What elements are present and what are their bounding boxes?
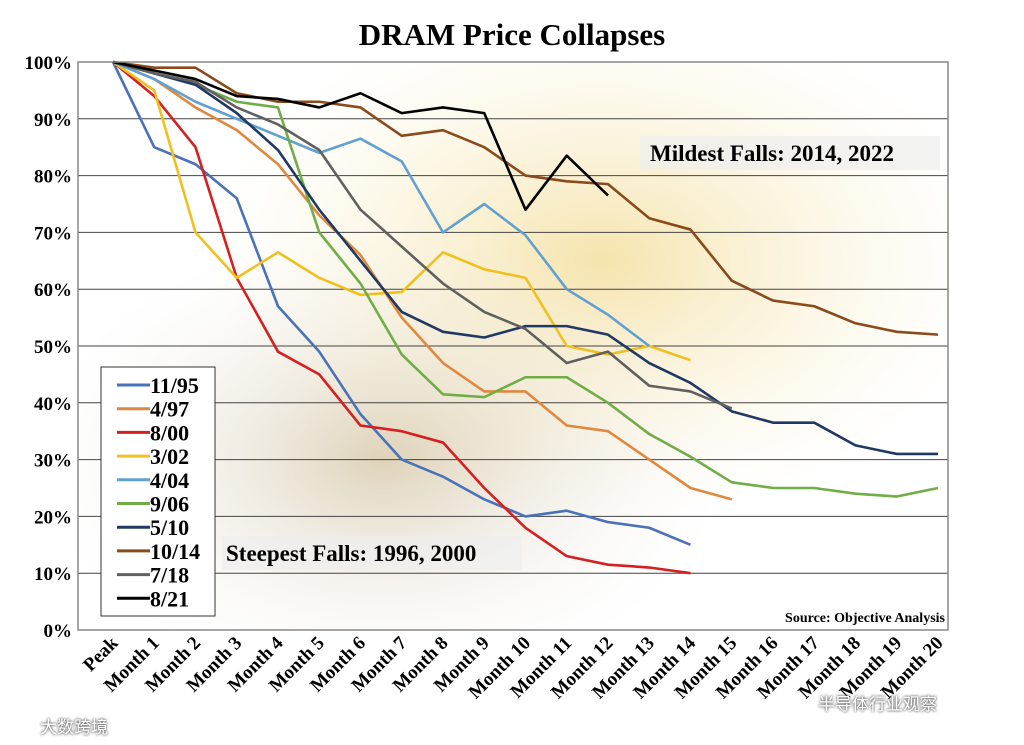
source-annotation: Source: Objective Analysis [785, 611, 946, 626]
y-tick-label: 70% [34, 223, 72, 244]
watermark-left: 大数跨境 [40, 718, 108, 738]
series-line-11-95 [111, 61, 691, 547]
chart-title: DRAM Price Collapses [359, 17, 666, 52]
y-tick-label: 50% [34, 337, 72, 358]
steepest-falls-annotation: Steepest Falls: 1996, 2000 [226, 541, 476, 566]
legend-label: 5/10 [150, 515, 189, 540]
legend-label: 4/97 [150, 397, 189, 422]
legend-label: 4/04 [150, 468, 189, 493]
legend-label: 11/95 [150, 373, 199, 398]
legend-label: 7/18 [150, 563, 189, 588]
series-line-3-02 [112, 60, 691, 362]
y-tick-label: 80% [34, 167, 72, 188]
legend-label: 8/21 [150, 586, 189, 611]
legend-label: 3/02 [150, 444, 189, 469]
mildest-falls-annotation: Mildest Falls: 2014, 2022 [650, 141, 894, 166]
y-tick-label: 0% [44, 621, 73, 642]
y-tick-label: 20% [34, 507, 72, 528]
y-tick-label: 60% [34, 280, 72, 301]
series-line-4-97 [112, 60, 733, 501]
watermark-right: 半导体行业观察 [818, 695, 937, 715]
series-line-5-10 [112, 60, 938, 456]
y-tick-label: 40% [34, 394, 72, 415]
series-line-4-04 [112, 60, 651, 348]
y-tick-label: 100% [25, 53, 73, 74]
series-line-8-00 [112, 60, 691, 575]
steepest-label-box [222, 536, 522, 570]
y-tick-label: 10% [34, 564, 72, 585]
y-tick-label: 30% [34, 451, 72, 472]
plot-border [77, 61, 949, 631]
series-line-8-21 [112, 60, 609, 211]
y-tick-label: 90% [34, 110, 72, 131]
legend-label: 10/14 [150, 539, 200, 564]
legend-label: 9/06 [150, 492, 189, 517]
legend-label: 8/00 [150, 420, 189, 445]
mildest-label-box [640, 136, 940, 170]
series-line-9-06 [112, 60, 939, 498]
series-line-7-18 [112, 60, 733, 410]
